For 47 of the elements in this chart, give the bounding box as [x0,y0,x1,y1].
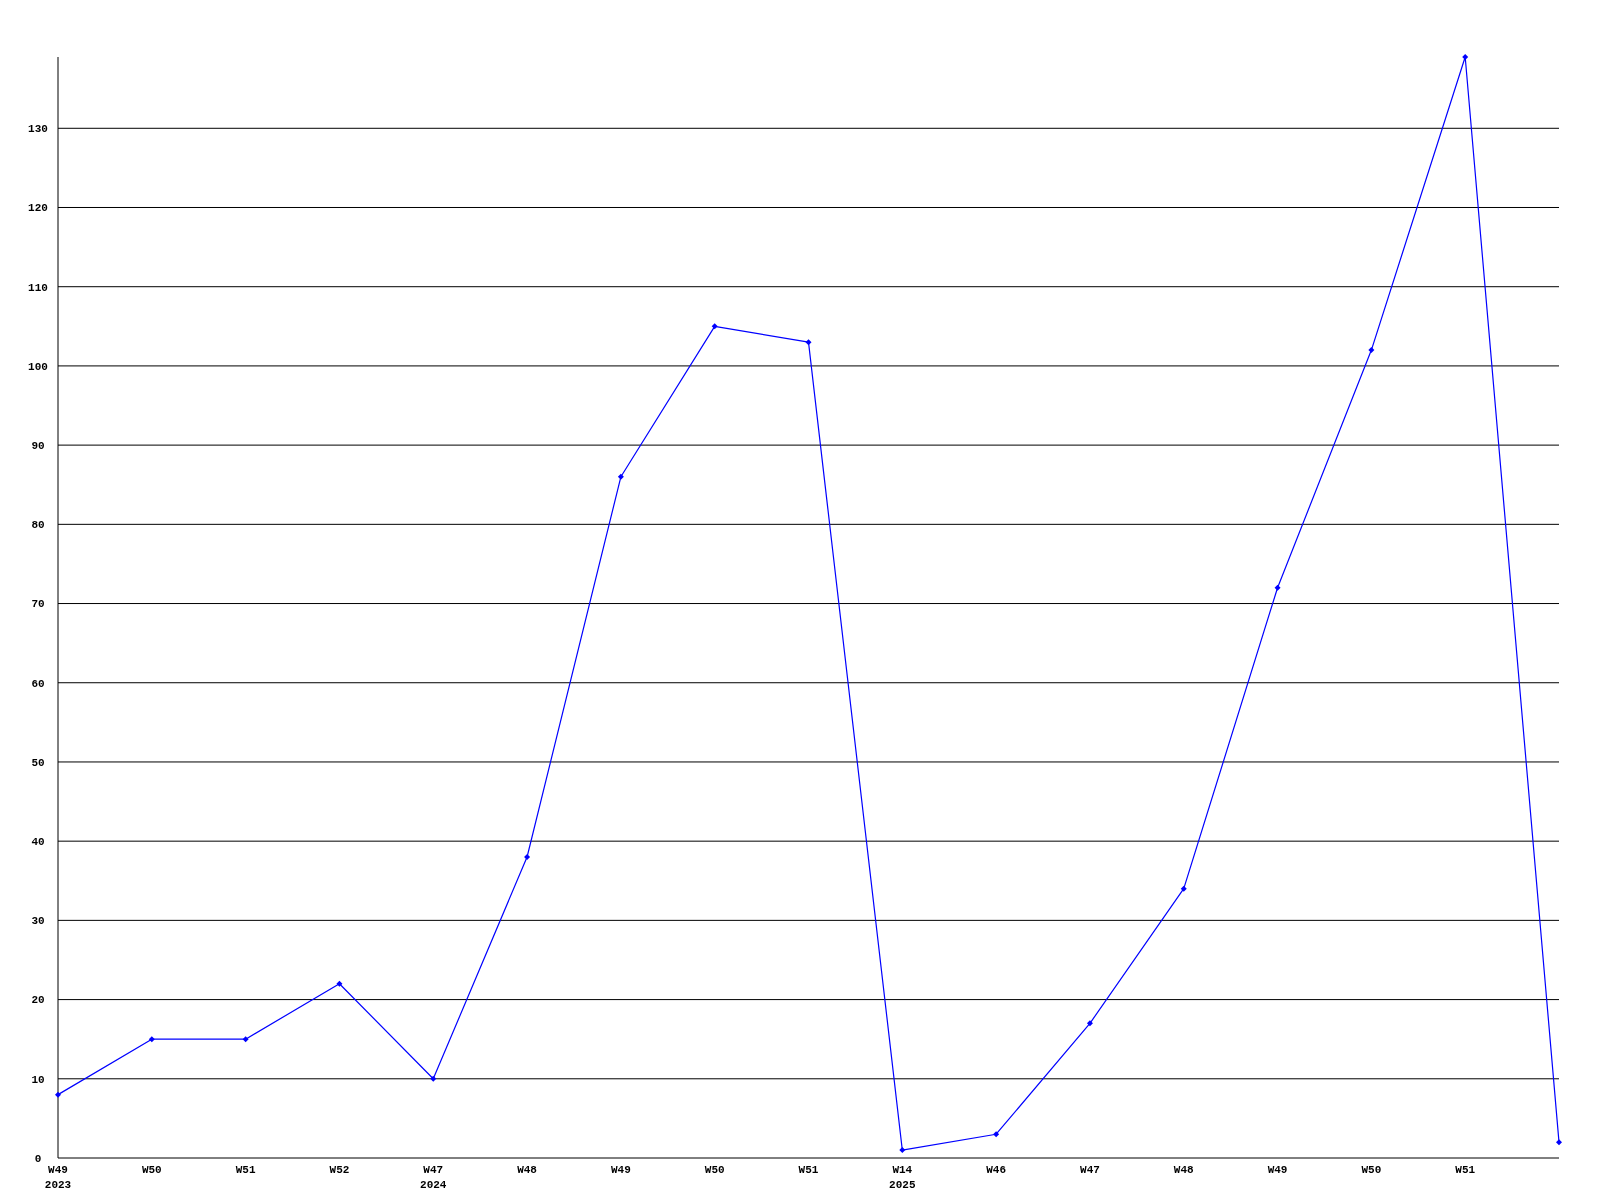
point [1368,347,1375,354]
y-tick-label: 120 [28,202,48,215]
point [148,1036,155,1043]
y-tick-label: 50 [31,756,45,769]
point [1462,54,1469,60]
point [993,1131,1000,1138]
point [1274,584,1281,591]
point [242,1036,249,1043]
point [524,854,531,861]
x-tick-label: W46 [986,1164,1007,1176]
x-tick-label: W50 [141,1164,162,1176]
y-tick-label: 10 [31,1073,45,1086]
x-tick-label: W49 [1267,1164,1288,1176]
point [617,473,624,480]
x-tick-label: W47 2024 [420,1164,447,1191]
y-tick-label: 60 [31,677,45,690]
point [899,1147,906,1154]
x-tick-label: W14 2025 [889,1164,916,1191]
x-tick-label: W48 [1173,1164,1195,1176]
point [711,323,718,330]
y-tick-label: 110 [28,281,48,294]
x-tick-label: W47 [1080,1164,1100,1176]
y-tick-label: 100 [28,360,48,373]
point [430,1075,437,1082]
y-tick-label: 130 [28,123,48,136]
y-tick-label: 0 [34,1152,42,1165]
y-tick-label: 30 [31,915,45,928]
x-tick-label: W51 [798,1164,819,1176]
x-tick-label: W51 [1455,1164,1476,1176]
y-tick-label: 40 [31,836,45,849]
x-tick-label: W49 2023 [44,1164,72,1191]
x-tick-label: W51 [235,1164,256,1176]
x-tick-label: W50 [704,1164,725,1176]
point [1556,1139,1562,1146]
point [1086,1020,1093,1027]
x-tick-label: W52 [329,1164,350,1176]
y-tick-label: 70 [31,598,45,611]
x-tick-label: W48 [517,1164,538,1176]
point [336,980,343,987]
point [805,339,812,346]
y-tick-label: 20 [31,994,45,1007]
x-tick-label: W50 [1361,1164,1382,1176]
x-tick-label: W49 [610,1164,631,1176]
y-tick-label: 90 [31,439,45,452]
point [55,1091,61,1098]
point [1180,885,1187,892]
y-tick-label: 80 [31,519,45,532]
